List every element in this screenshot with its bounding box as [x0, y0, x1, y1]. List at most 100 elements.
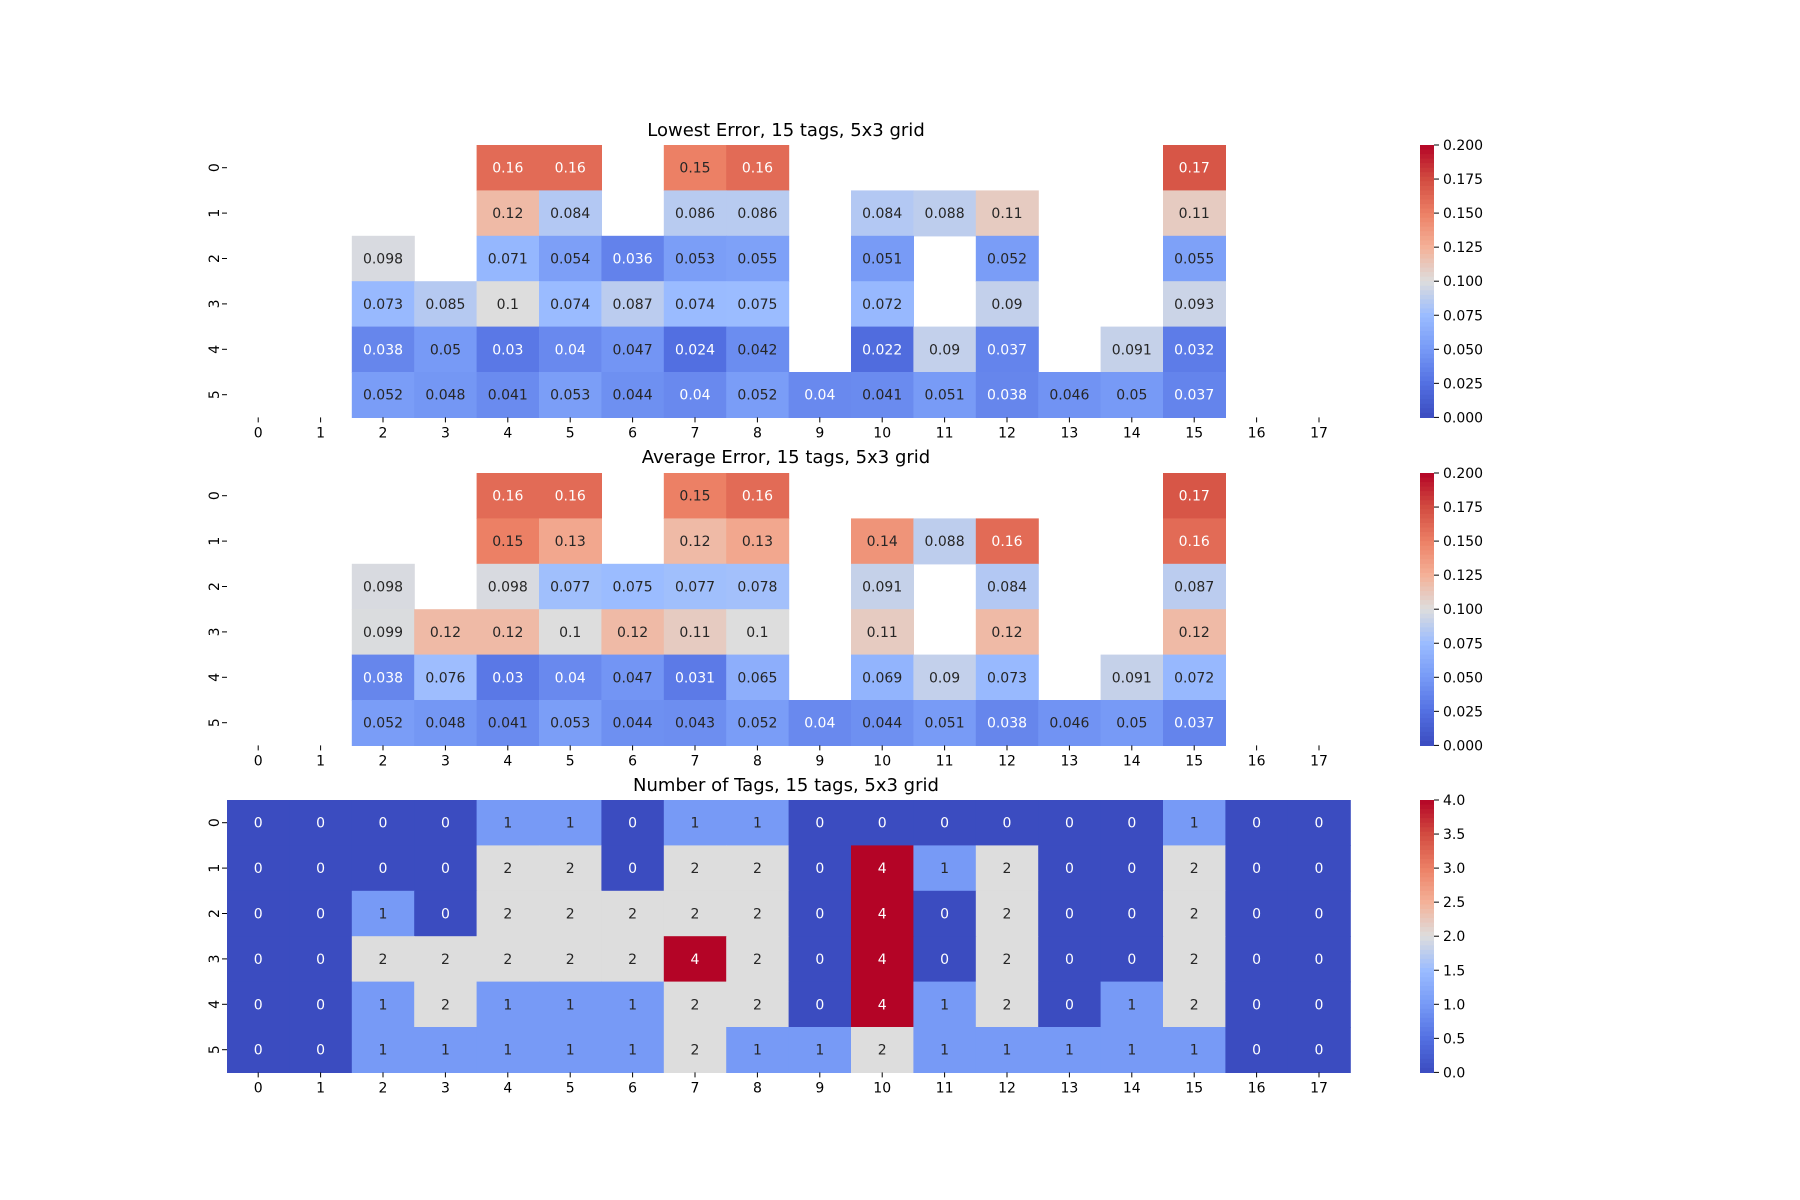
colorbar-gradient-strip — [1420, 586, 1434, 592]
cell-value-label: 0.054 — [550, 252, 590, 268]
colorbar-gradient-strip — [1420, 631, 1434, 638]
colorbar-gradient-strip — [1420, 591, 1434, 597]
heatmap-cell-r5-c4 — [476, 1027, 540, 1073]
heatmap-cell-r5-c2 — [351, 1027, 415, 1073]
cell-value-label: 0 — [1315, 1043, 1324, 1059]
x-tick-label: 13 — [1060, 753, 1078, 769]
cell-value-label: 2 — [1190, 861, 1199, 877]
colorbar-gradient-strip — [1420, 704, 1434, 710]
heatmap-cell-r1-c8 — [726, 518, 790, 565]
heatmap-cell-r3-c7 — [663, 936, 727, 983]
colorbar-gradient-strip — [1420, 922, 1434, 928]
cell-value-label: 0 — [815, 952, 824, 968]
cell-value-label: 0 — [1252, 907, 1261, 923]
heatmap-cell-r5-c9 — [788, 700, 852, 746]
heatmap-cell-r4-c10 — [851, 981, 914, 1028]
colorbar-gradient-strip — [1420, 563, 1434, 569]
cell-value-label: 0.12 — [617, 625, 648, 641]
heatmap-cell-r0-c17 — [1287, 800, 1351, 846]
cell-value-label: 0 — [254, 997, 263, 1013]
x-tick-label: 17 — [1310, 425, 1328, 441]
x-tick-label: 9 — [815, 1080, 824, 1096]
heatmap-cell-r2-c17 — [1287, 890, 1351, 937]
cell-value-label: 0.084 — [550, 206, 590, 222]
heatmap-cell-r5-c12 — [975, 700, 1039, 746]
colorbar-gradient-strip — [1420, 986, 1434, 992]
heatmap-cell-r2-c10 — [851, 890, 914, 937]
heatmap-cell-r1-c10 — [851, 845, 914, 892]
colorbar-gradient-strip — [1420, 1045, 1434, 1051]
heatmap-cell-r2-c0 — [227, 890, 290, 937]
colorbar-gradient-strip — [1420, 358, 1434, 364]
colorbar-gradient-strip — [1420, 722, 1434, 728]
heatmap-cell-r4-c8 — [726, 654, 790, 701]
heatmap-cell-r3-c5 — [539, 281, 602, 328]
colorbar-gradient-strip — [1420, 581, 1434, 588]
colorbar-gradient-strip — [1420, 509, 1434, 515]
cell-value-label: 0 — [1315, 816, 1324, 832]
cell-value-label: 0.052 — [363, 716, 403, 732]
cell-value-label: 0 — [628, 861, 637, 877]
heatmap-cell-r1-c2 — [351, 845, 415, 892]
cell-value-label: 0 — [316, 997, 325, 1013]
colorbar-tick-label: 0.150 — [1443, 206, 1483, 222]
cell-value-label: 0.16 — [742, 489, 773, 505]
heatmap-cell-r2-c4 — [476, 235, 540, 282]
heatmap-cell-r0-c5 — [539, 145, 602, 191]
cell-value-label: 4 — [878, 907, 887, 923]
cell-value-label: 0 — [1065, 952, 1074, 968]
cell-value-label: 0.044 — [613, 716, 653, 732]
colorbar-gradient-strip — [1420, 668, 1434, 674]
cell-value-label: 1 — [379, 907, 388, 923]
heatmap-cell-r5-c8 — [726, 1027, 790, 1073]
heatmap-cell-r4-c12 — [975, 326, 1039, 373]
cell-value-label: 0.13 — [555, 534, 586, 550]
cell-value-label: 0 — [316, 816, 325, 832]
colorbar-gradient-strip — [1420, 827, 1434, 833]
cell-value-label: 2 — [1190, 952, 1199, 968]
cell-value-label: 0.075 — [737, 297, 777, 313]
cell-value-label: 0.088 — [925, 206, 965, 222]
heatmap-cell-r5-c14 — [1100, 1027, 1164, 1073]
cell-value-label: 2 — [503, 907, 512, 923]
heatmap-cell-r1-c12 — [975, 190, 1039, 237]
cell-value-label: 0.072 — [1174, 670, 1214, 686]
cell-value-label: 4 — [878, 997, 887, 1013]
heatmap-cell-r1-c6 — [601, 845, 665, 892]
cell-value-label: 0.1 — [497, 297, 519, 313]
heatmap-cell-r4-c9 — [788, 981, 852, 1028]
colorbar-gradient-strip — [1420, 859, 1434, 865]
colorbar-gradient-strip — [1420, 681, 1434, 687]
colorbar-gradient-strip — [1420, 299, 1434, 305]
colorbar-gradient-strip — [1420, 145, 1434, 151]
cell-value-label: 0.16 — [555, 161, 586, 177]
heatmap-cell-r3-c2 — [351, 609, 415, 656]
colorbar-gradient-strip — [1420, 495, 1434, 501]
cell-value-label: 0.098 — [363, 252, 403, 268]
heatmap-cell-r3-c2 — [351, 936, 415, 983]
heatmap-cell-r4-c12 — [975, 654, 1039, 701]
heatmap-cell-r4-c6 — [601, 326, 665, 373]
colorbar-gradient-strip — [1420, 890, 1434, 896]
colorbar-gradient-strip — [1420, 1027, 1434, 1033]
cell-value-label: 2 — [503, 952, 512, 968]
heatmap-cell-r0-c16 — [1225, 800, 1289, 846]
cell-value-label: 0.12 — [679, 534, 710, 550]
heatmap-cell-r5-c3 — [414, 1027, 478, 1073]
colorbar-gradient-strip — [1420, 372, 1434, 378]
cell-value-label: 2 — [691, 997, 700, 1013]
colorbar-gradient-strip — [1420, 381, 1434, 387]
cell-value-label: 0.038 — [363, 670, 403, 686]
heatmap-cell-r5-c10 — [851, 372, 914, 418]
x-tick-label: 14 — [1123, 1080, 1141, 1096]
heatmap-cell-r1-c10 — [851, 518, 914, 565]
cell-value-label: 0.037 — [987, 342, 1027, 358]
x-tick-label: 4 — [503, 425, 512, 441]
x-tick-label: 1 — [316, 753, 325, 769]
heatmap-cell-r2-c13 — [1038, 890, 1102, 937]
heatmap-cell-r4-c8 — [726, 326, 790, 373]
heatmap-cell-r2-c5 — [539, 890, 602, 937]
cell-value-label: 0.024 — [675, 342, 715, 358]
x-tick-label: 17 — [1310, 1080, 1328, 1096]
heatmap-cell-r3-c10 — [851, 609, 914, 656]
